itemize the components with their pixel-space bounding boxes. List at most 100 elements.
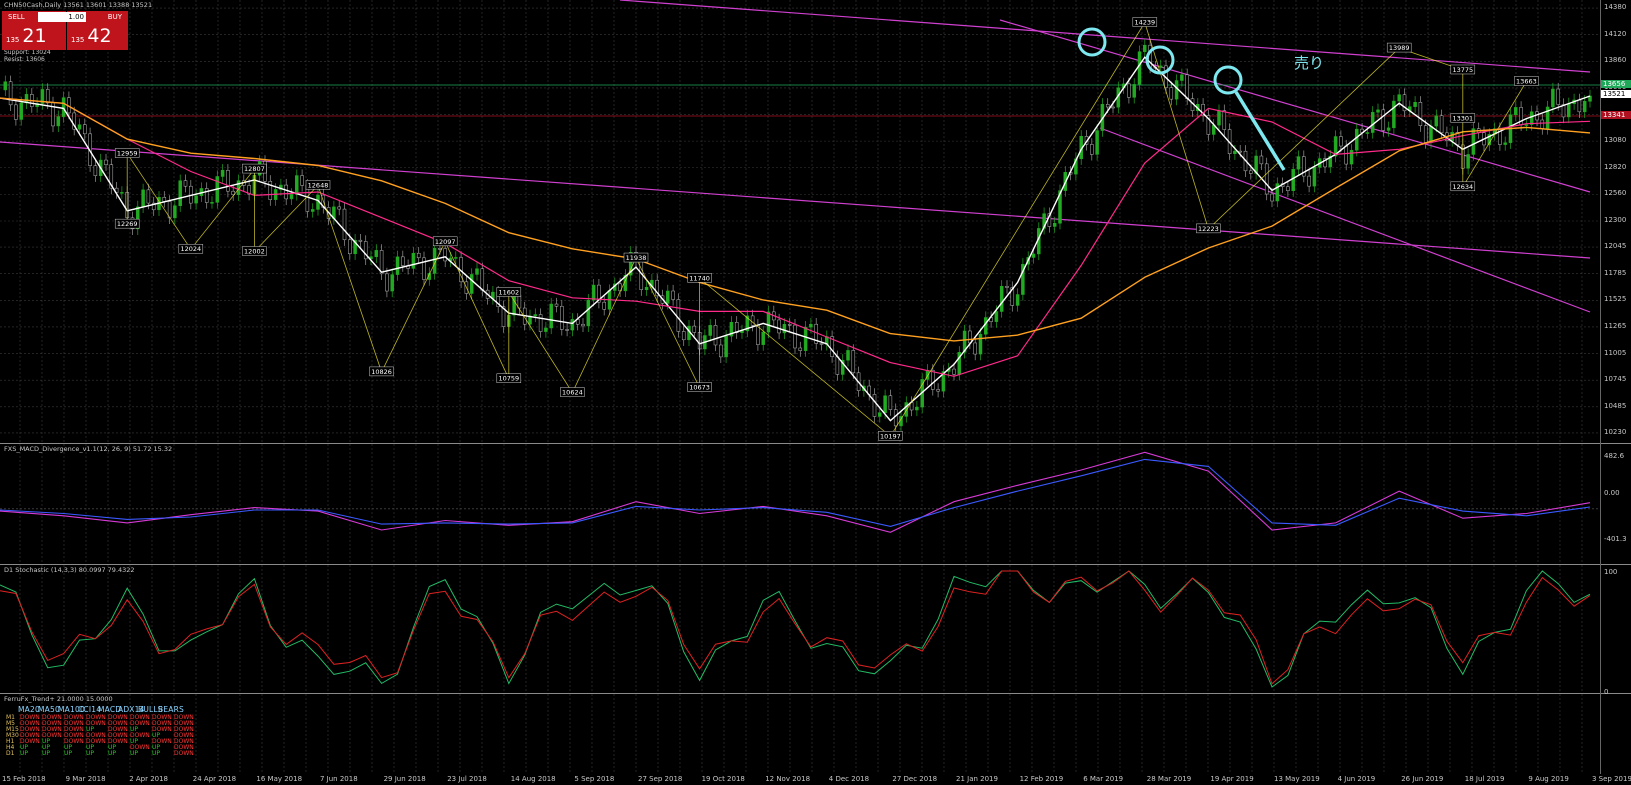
trend-row: M1 DOWN DOWN DOWN DOWN DOWN DOWN DOWN DOWN: [6, 714, 196, 721]
trend-cell: DOWN: [130, 714, 150, 721]
time-axis[interactable]: 15 Feb 2018 9 Mar 2018 2 Apr 2018 24 Apr 20…: [0, 774, 1631, 785]
price-axis-tick: 12560: [1604, 189, 1627, 198]
candle-body: [1021, 264, 1025, 295]
candle-body: [401, 256, 405, 266]
trend-header-cell: ADX14: [118, 705, 145, 714]
price-axis-tick: 11005: [1604, 348, 1627, 357]
trend-cell: DOWN: [108, 720, 128, 727]
candle-body: [1355, 128, 1359, 151]
candle-body: [729, 322, 734, 337]
price-axis-tick: 10485: [1604, 401, 1627, 410]
trend-cell: DOWN: [108, 726, 128, 733]
candle-body: [1567, 103, 1571, 118]
trend-cell: UP: [152, 750, 161, 757]
candle-body: [284, 184, 288, 200]
candle-body: [1540, 119, 1545, 129]
sell-button[interactable]: SELL 135 21: [2, 11, 66, 50]
candle-body: [1503, 142, 1507, 145]
trend-cell: DOWN: [86, 720, 106, 727]
candle-body: [61, 97, 66, 117]
candle-body: [231, 190, 235, 195]
time-axis-tick: 2 Apr 2018: [129, 775, 169, 783]
trend-grid-svg: [19, 694, 1583, 774]
swing-label-box: [496, 373, 522, 383]
sell-label: SELL: [8, 13, 25, 21]
candle-body: [1312, 167, 1317, 187]
candle-body: [517, 295, 522, 309]
trend-cell: UP: [64, 744, 73, 751]
candle-body: [194, 195, 198, 204]
trend-row: H4 UP UP UP UP UP DOWN UP DOWN: [6, 744, 196, 751]
price-chart-svg[interactable]: 12269 12959 12024 12807 12002 12648 10826 12097…: [0, 0, 1600, 443]
candle-body: [300, 175, 304, 186]
candle-body: [1588, 95, 1592, 102]
candle-body: [1105, 104, 1110, 108]
candle-body: [602, 301, 606, 310]
candle-body: [1561, 104, 1566, 118]
trend-cell: DOWN: [64, 726, 84, 733]
candle-body: [247, 185, 251, 195]
trend-cell: UP: [130, 726, 139, 733]
candle-body: [872, 394, 877, 417]
macd-pane[interactable]: FXS_MACD_Divergence_v1.1(12, 26, 9) 51.7…: [0, 444, 1600, 564]
trend-cell: DOWN: [174, 750, 194, 757]
stochastic-chart-svg[interactable]: [0, 565, 1600, 693]
candle-body: [226, 170, 230, 192]
price-axis-tick: 13860: [1604, 56, 1627, 65]
price-chart-pane[interactable]: 12269 12959 12024 12807 12002 12648 10826 12097…: [0, 0, 1600, 443]
trend-pane[interactable]: FerruFx_Trend+ 21.0000 15.0000: [0, 694, 1600, 774]
candle-body: [416, 252, 421, 259]
candle-body: [570, 319, 575, 331]
candle-body: [840, 359, 845, 375]
price-tag: 13656: [1601, 80, 1631, 88]
swing-label: 10197: [880, 432, 901, 440]
trend-cell: UP: [86, 750, 95, 757]
trend-cell: DOWN: [86, 732, 106, 739]
time-axis-tick: 27 Sep 2018: [638, 775, 683, 783]
pane-separator[interactable]: [0, 564, 1631, 565]
macd-chart-svg[interactable]: [0, 444, 1600, 564]
trend-cell: DOWN: [20, 726, 40, 733]
trend-cell: DOWN: [174, 744, 194, 751]
candle-body: [295, 175, 299, 195]
candle-body: [1551, 88, 1555, 108]
swing-label: 12269: [117, 220, 138, 228]
candle-body: [761, 331, 765, 345]
candle-body: [1429, 125, 1433, 143]
candle-body: [422, 257, 426, 280]
price-axis-tick: 11525: [1604, 295, 1627, 304]
candle-body: [1397, 94, 1401, 102]
price-axis[interactable]: 1438014120138601360013340130801282012560…: [1600, 0, 1631, 774]
candle-body: [994, 311, 999, 322]
trend-cell: DOWN: [108, 714, 128, 721]
swing-label-box: [496, 287, 522, 297]
stochastic-pane[interactable]: D1 Stochastic (14,3,3) 80.0997 79.4322: [0, 565, 1600, 693]
candle-body: [454, 257, 458, 259]
swing-label: 12648: [308, 181, 329, 189]
candle-body: [220, 170, 225, 177]
swing-label: 12223: [1198, 225, 1219, 233]
pane-separator[interactable]: [0, 693, 1631, 694]
candle-body: [1206, 115, 1211, 135]
ma-fast-line: [0, 56, 1591, 422]
trend-cell: DOWN: [174, 732, 194, 739]
candle-body: [1286, 186, 1290, 191]
candle-body: [1249, 170, 1253, 174]
candle-body: [151, 202, 156, 211]
candle-body: [904, 402, 909, 417]
pane-separator[interactable]: [0, 443, 1631, 444]
lot-size-input[interactable]: 1.00: [38, 12, 86, 22]
indicator-axis-tick: 0.00: [1604, 489, 1620, 497]
candle-body: [560, 305, 564, 330]
candle-body: [411, 252, 416, 269]
trend-header-cell: MACD: [98, 705, 122, 714]
trend-cell: DOWN: [86, 738, 106, 745]
trend-cell: DOWN: [86, 714, 106, 721]
candle-body: [1413, 102, 1417, 107]
time-axis-tick: 9 Aug 2019: [1528, 775, 1569, 783]
candle-body: [1090, 144, 1094, 155]
candle-body: [358, 239, 363, 242]
candle-body: [56, 116, 61, 127]
trendline: [1099, 127, 1591, 313]
candle-body: [692, 325, 697, 333]
